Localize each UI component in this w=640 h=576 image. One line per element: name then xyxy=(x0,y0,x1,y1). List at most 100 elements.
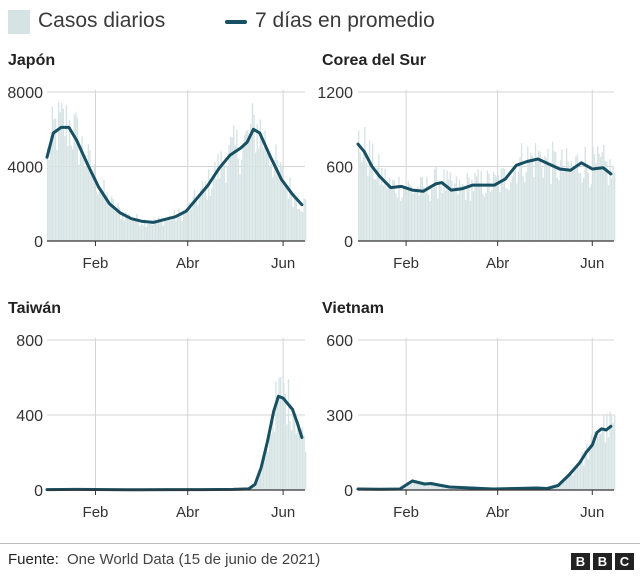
daily-case-bar xyxy=(183,210,184,241)
daily-case-bar xyxy=(397,198,398,241)
y-tick-label: 600 xyxy=(326,160,353,177)
daily-case-bar xyxy=(595,163,596,241)
daily-case-bar xyxy=(422,177,423,241)
daily-case-bar xyxy=(496,176,497,241)
daily-case-bar xyxy=(70,146,71,241)
daily-case-bar xyxy=(133,220,134,241)
daily-case-bar xyxy=(361,162,362,241)
daily-case-bar xyxy=(432,188,433,241)
bars-legend-label: Casos diarios xyxy=(38,9,165,33)
daily-case-bar xyxy=(224,164,225,241)
daily-case-bar xyxy=(600,434,601,490)
daily-case-bar xyxy=(606,414,607,490)
daily-case-bar xyxy=(52,107,53,241)
daily-case-bar xyxy=(515,166,516,241)
daily-case-bar xyxy=(258,149,259,241)
y-tick-label: 300 xyxy=(326,408,353,425)
daily-case-bar xyxy=(213,178,214,241)
daily-case-bar xyxy=(566,479,567,490)
daily-case-bar xyxy=(228,145,229,241)
daily-case-bar xyxy=(300,211,301,241)
daily-case-bar xyxy=(614,415,615,490)
daily-case-bar xyxy=(423,187,424,241)
legend: Casos diarios 7 días en promedio xyxy=(0,0,640,44)
daily-case-bar xyxy=(166,219,167,241)
daily-case-bar xyxy=(564,482,565,490)
daily-case-bar xyxy=(605,161,606,241)
daily-case-bar xyxy=(88,144,89,241)
daily-case-bar xyxy=(56,150,57,241)
daily-case-bar xyxy=(602,152,603,241)
daily-case-bar xyxy=(242,143,243,241)
daily-case-bar xyxy=(155,222,156,241)
daily-case-bar xyxy=(116,208,117,241)
daily-case-bar xyxy=(230,137,231,241)
daily-case-bar xyxy=(512,176,513,241)
x-tick-label: Abr xyxy=(486,255,509,272)
daily-case-bar xyxy=(380,185,381,241)
daily-case-bar xyxy=(271,434,272,490)
daily-case-bar xyxy=(196,199,197,241)
daily-case-bar xyxy=(180,212,181,241)
daily-case-bar xyxy=(174,210,175,241)
daily-case-bar xyxy=(49,160,50,241)
daily-case-bar xyxy=(612,166,613,241)
daily-case-bar xyxy=(605,442,606,490)
daily-case-bar xyxy=(400,201,401,241)
daily-case-bar xyxy=(299,209,300,241)
daily-case-bar xyxy=(561,149,562,241)
daily-case-bar xyxy=(564,169,565,241)
daily-case-bar xyxy=(296,434,297,490)
daily-case-bar xyxy=(219,178,220,241)
line-legend-label: 7 días en promedio xyxy=(255,9,435,33)
daily-case-bar xyxy=(69,120,70,241)
daily-case-bar xyxy=(408,485,409,490)
daily-case-bar xyxy=(445,191,446,241)
daily-case-bar xyxy=(417,187,418,241)
daily-case-bar xyxy=(285,394,286,490)
daily-case-bar xyxy=(575,468,576,490)
daily-case-bar xyxy=(374,179,375,241)
daily-case-bar xyxy=(443,169,444,241)
daily-case-bar xyxy=(498,175,499,241)
y-tick-label: 400 xyxy=(16,408,43,425)
daily-case-bar xyxy=(392,180,393,241)
daily-case-bar xyxy=(426,177,427,241)
daily-case-bar xyxy=(580,461,581,490)
daily-case-bar xyxy=(457,194,458,241)
daily-case-bar xyxy=(606,162,607,241)
daily-case-bar xyxy=(394,180,395,241)
daily-case-bar xyxy=(136,214,137,241)
daily-case-bar xyxy=(436,166,437,241)
daily-case-bar xyxy=(141,224,142,241)
daily-case-bar xyxy=(532,155,533,241)
daily-case-bar xyxy=(235,145,236,241)
daily-case-bar xyxy=(482,194,483,241)
daily-case-bar xyxy=(462,184,463,241)
daily-case-bar xyxy=(369,140,370,241)
bbc-logo-letter: B xyxy=(593,553,612,570)
daily-case-bar xyxy=(437,199,438,241)
daily-case-bar xyxy=(78,165,79,241)
daily-case-bar xyxy=(415,191,416,241)
daily-case-bar xyxy=(297,209,298,241)
daily-case-bar xyxy=(417,484,418,490)
daily-case-bar xyxy=(58,102,59,241)
daily-case-bar xyxy=(261,138,262,241)
daily-case-bar xyxy=(55,118,56,241)
daily-case-bar xyxy=(278,171,279,241)
daily-case-bar xyxy=(592,147,593,241)
daily-case-bar xyxy=(603,416,604,490)
daily-case-bar xyxy=(77,118,78,241)
daily-case-bar xyxy=(557,178,558,241)
daily-case-bar xyxy=(257,124,258,241)
y-tick-label: 0 xyxy=(34,234,43,251)
daily-case-bar xyxy=(272,177,273,241)
daily-case-bar xyxy=(518,171,519,241)
daily-case-bar xyxy=(460,185,461,241)
daily-case-bar xyxy=(138,221,139,241)
source-label: Fuente: xyxy=(8,551,59,568)
daily-case-bar xyxy=(440,186,441,241)
x-tick-label: Jun xyxy=(271,504,295,521)
